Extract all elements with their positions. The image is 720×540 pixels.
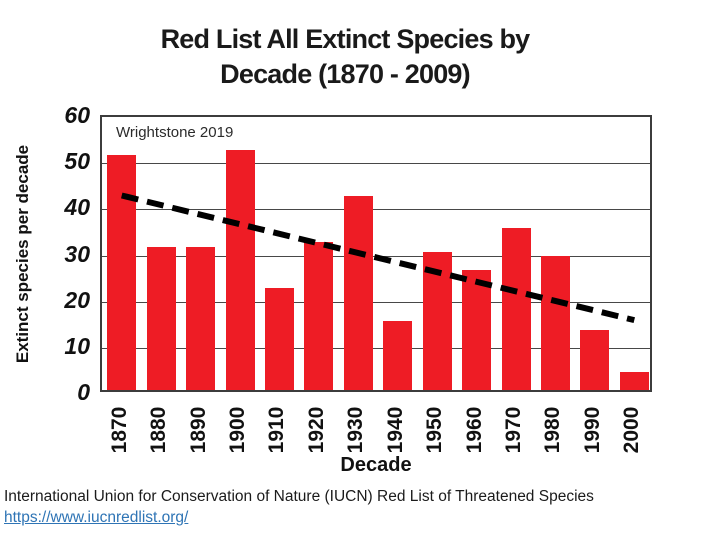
bar-1940 — [383, 320, 413, 390]
source-annotation: Wrightstone 2019 — [116, 124, 234, 141]
bar-1990 — [580, 329, 610, 390]
y-tick-label: 50 — [64, 148, 90, 175]
gridline — [102, 163, 650, 165]
gridline — [102, 301, 650, 303]
bar-2000 — [619, 371, 649, 390]
chart-title-line1: Red List All Extinct Species by — [160, 24, 531, 54]
x-axis-ticks: 1870 1880 1890 1900 1910 1920 1930 1940 1950 1960… — [100, 398, 652, 460]
chart-title-line2: Decade (1870 - 2009) — [220, 59, 470, 89]
bar-1870 — [107, 154, 137, 390]
x-axis-title: Decade — [340, 454, 412, 476]
footer: International Union for Conservation of … — [4, 487, 716, 528]
gridline — [102, 347, 650, 349]
plot-area: Wrightstone 2019 — [100, 115, 652, 392]
chart-title: Red List All Extinct Species by Decade (… — [0, 22, 690, 92]
bar-1910 — [264, 288, 294, 390]
bar-1900 — [225, 149, 255, 390]
y-tick-label: 10 — [64, 332, 90, 359]
bar-1890 — [186, 246, 216, 390]
y-tick-label: 60 — [64, 102, 90, 128]
y-tick-label: 0 — [77, 379, 90, 405]
bar-1920 — [304, 242, 334, 390]
bar-1930 — [343, 196, 373, 390]
trendline — [121, 192, 635, 324]
bar-1980 — [540, 256, 570, 390]
y-tick-label: 20 — [64, 286, 90, 313]
bar-1960 — [462, 269, 492, 390]
y-tick-label: 30 — [64, 240, 90, 267]
bar-1970 — [501, 228, 531, 390]
y-axis-ticks: 0 10 20 30 40 50 60 — [0, 102, 90, 405]
iucn-link[interactable]: https://www.iucnredlist.org/ — [4, 509, 189, 526]
bar-1880 — [146, 246, 176, 390]
source-caption: International Union for Conservation of … — [4, 488, 594, 505]
y-tick-label: 40 — [64, 194, 90, 221]
gridline — [102, 209, 650, 211]
